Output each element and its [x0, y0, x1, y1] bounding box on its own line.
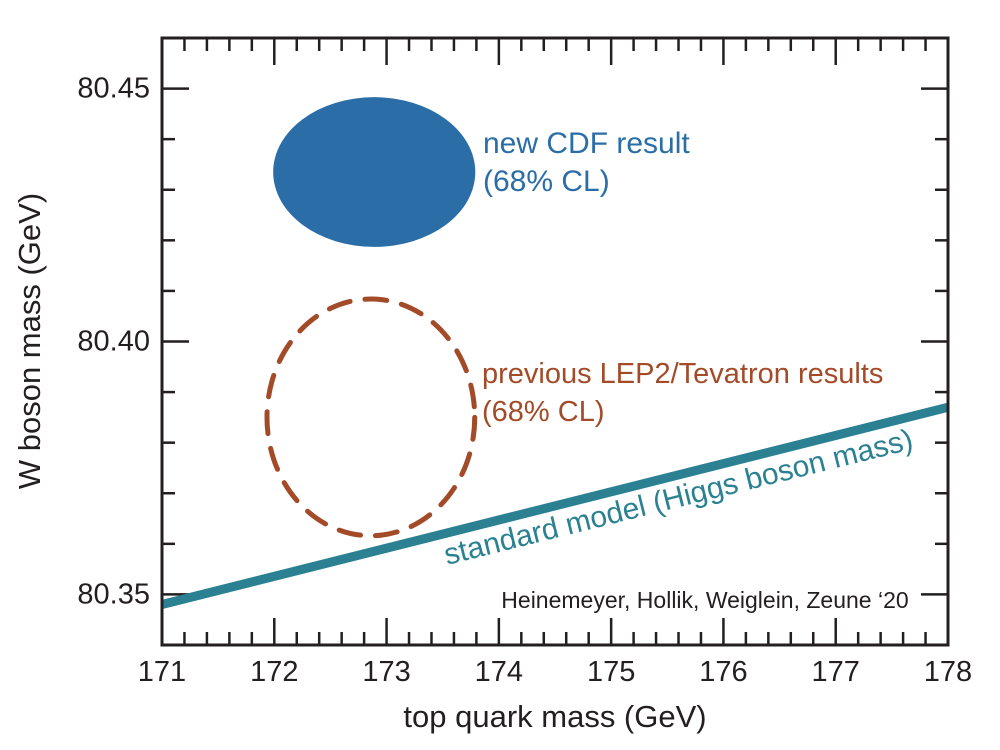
x-tick-label: 178: [924, 656, 972, 688]
x-tick-label: 175: [587, 656, 635, 688]
x-tick-label: 174: [475, 656, 523, 688]
x-tick-label: 172: [250, 656, 298, 688]
x-tick-label: 173: [362, 656, 410, 688]
citation-text: Heinemeyer, Hollik, Weiglein, Zeune ‘20: [501, 587, 908, 613]
lep2-tevatron-label-line2: (68% CL): [482, 396, 605, 428]
lep2-tevatron-label-line1: previous LEP2/Tevatron results: [482, 358, 883, 390]
plot-frame: [160, 36, 950, 647]
y-tick-label: 80.40: [77, 326, 150, 358]
y-axis-title: W boson mass (GeV): [12, 193, 47, 489]
x-tick-label: 176: [699, 656, 747, 688]
x-axis-title: top quark mass (GeV): [403, 699, 706, 734]
y-tick-label: 80.45: [77, 73, 150, 105]
y-tick-label: 80.35: [77, 578, 150, 610]
lep2-tevatron-ellipse: [264, 296, 478, 539]
sm-line: [160, 402, 950, 609]
cdf-label-line1: new CDF result: [483, 127, 690, 160]
plot-dynamic-layer: 171 172 173 174 175 176 177 178 80.35 80.40 80.45: [77, 36, 972, 688]
x-tick-label: 177: [812, 656, 860, 688]
x-tick-label: 171: [138, 656, 186, 688]
cdf-label-line2: (68% CL): [483, 165, 610, 198]
sm-line-label: standard model (Higgs boson mass): [441, 423, 917, 572]
cdf-ellipse: [273, 97, 476, 247]
